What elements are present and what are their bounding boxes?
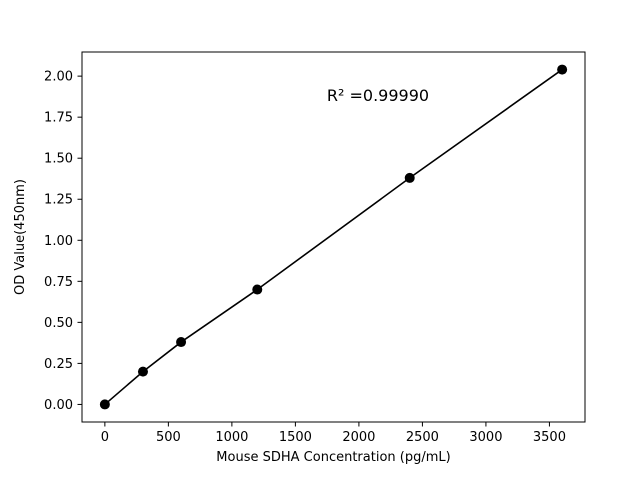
x-tick-label: 500 [156,430,181,445]
x-tick-label: 1000 [215,430,248,445]
data-point [176,337,187,348]
data-point [252,284,263,295]
y-tick-label: 0.00 [44,398,73,413]
trend-line [104,68,563,406]
y-tick-label: 1.50 [44,152,73,167]
x-tick-label: 2000 [342,430,375,445]
y-tick-label: 0.50 [44,316,73,331]
data-point [557,64,568,75]
y-axis-label: OD Value(450nm) [13,179,28,295]
data-point [137,366,148,377]
x-tick-label: 0 [101,430,109,445]
data-point [99,399,110,410]
y-tick-label: 2.00 [44,70,73,85]
x-axis-label: Mouse SDHA Concentration (pg/mL) [216,450,450,465]
x-tick-label: 3000 [469,430,502,445]
x-tick-label: 3500 [533,430,566,445]
x-tick-label: 1500 [279,430,312,445]
x-tick-label: 2500 [406,430,439,445]
y-tick-label: 0.75 [44,275,73,290]
y-tick-label: 0.25 [44,357,73,372]
data-point [404,172,415,183]
y-tick-label: 1.75 [44,111,73,126]
r-squared-annotation: R² =0.99990 [327,86,429,105]
y-tick-label: 1.25 [44,193,73,208]
y-tick-label: 1.00 [44,234,73,249]
